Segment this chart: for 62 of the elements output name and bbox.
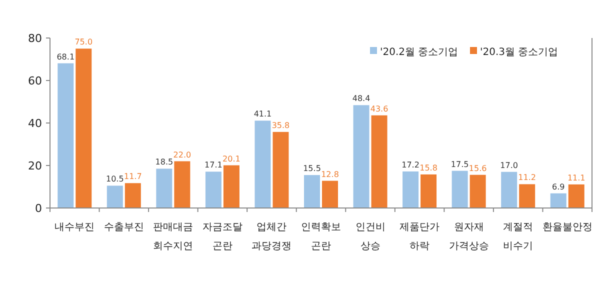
data-label: 43.6 [370, 104, 388, 114]
data-label: 6.9 [552, 182, 565, 192]
data-label: 68.1 [56, 52, 75, 62]
bar [156, 168, 172, 208]
bar [371, 115, 388, 208]
data-label: 75.0 [74, 38, 93, 47]
x-tick-label: 인건비 상승 [355, 222, 386, 252]
data-label: 17.5 [450, 160, 469, 169]
data-label: 10.5 [106, 174, 124, 184]
data-label: 11.1 [567, 173, 586, 182]
legend-label: '20.3월 중소기업 [480, 47, 558, 58]
x-tick-label: 원자재 가격상승 [448, 222, 489, 252]
data-label: 17.0 [500, 160, 518, 170]
x-tick-label: 수출부진 [104, 222, 144, 233]
bar [223, 165, 240, 208]
y-tick-label: 60 [28, 74, 42, 88]
bar [322, 180, 338, 208]
bar [272, 132, 289, 208]
bar [501, 172, 518, 208]
y-tick-label: 80 [28, 32, 42, 45]
bar [205, 172, 222, 208]
bar [470, 174, 486, 208]
data-label: 15.6 [468, 164, 487, 173]
y-tick-label: 40 [28, 117, 42, 130]
bar [550, 193, 566, 208]
data-label: 11.2 [518, 173, 536, 182]
bar [402, 171, 419, 208]
bar [519, 184, 536, 208]
y-tick-label: 20 [28, 160, 42, 172]
x-tick-label: 판매대금 회수지연 [153, 222, 194, 252]
data-label: 20.1 [222, 154, 240, 164]
legend-label: '20.2월 중소기업 [380, 47, 458, 58]
data-label: 12.8 [321, 170, 339, 179]
x-tick-label: 계절적 비수기 [503, 222, 534, 252]
data-label: 15.8 [420, 163, 438, 172]
data-label: 17.2 [402, 160, 420, 170]
bar [106, 186, 123, 208]
data-label: 41.1 [254, 110, 272, 119]
bar [254, 120, 271, 208]
x-tick-label: 제품단가 하락 [400, 222, 440, 252]
data-label: 35.8 [272, 120, 290, 130]
bar [353, 105, 370, 208]
data-label: 48.4 [352, 94, 370, 104]
x-tick-label: 자금조달 곤란 [202, 222, 242, 252]
data-label: 18.5 [155, 158, 174, 167]
data-label: 15.5 [303, 164, 321, 174]
data-label: 22.0 [173, 150, 192, 160]
x-tick-label: 인력확보 곤란 [301, 222, 341, 252]
bar [76, 48, 92, 208]
bar [452, 170, 468, 208]
bar [124, 183, 141, 208]
y-tick-label: 0 [35, 202, 42, 215]
bar [174, 161, 190, 208]
x-tick-label: 환율불안정 [542, 222, 592, 233]
data-label: 17.1 [204, 160, 222, 170]
bar [304, 175, 320, 208]
data-label: 11.7 [124, 172, 142, 182]
bar [568, 184, 584, 208]
x-tick-label: 업체간 과당경쟁 [252, 222, 292, 252]
x-tick-label: 내수부진 [54, 222, 95, 233]
bar [58, 63, 74, 208]
bar [420, 174, 437, 208]
